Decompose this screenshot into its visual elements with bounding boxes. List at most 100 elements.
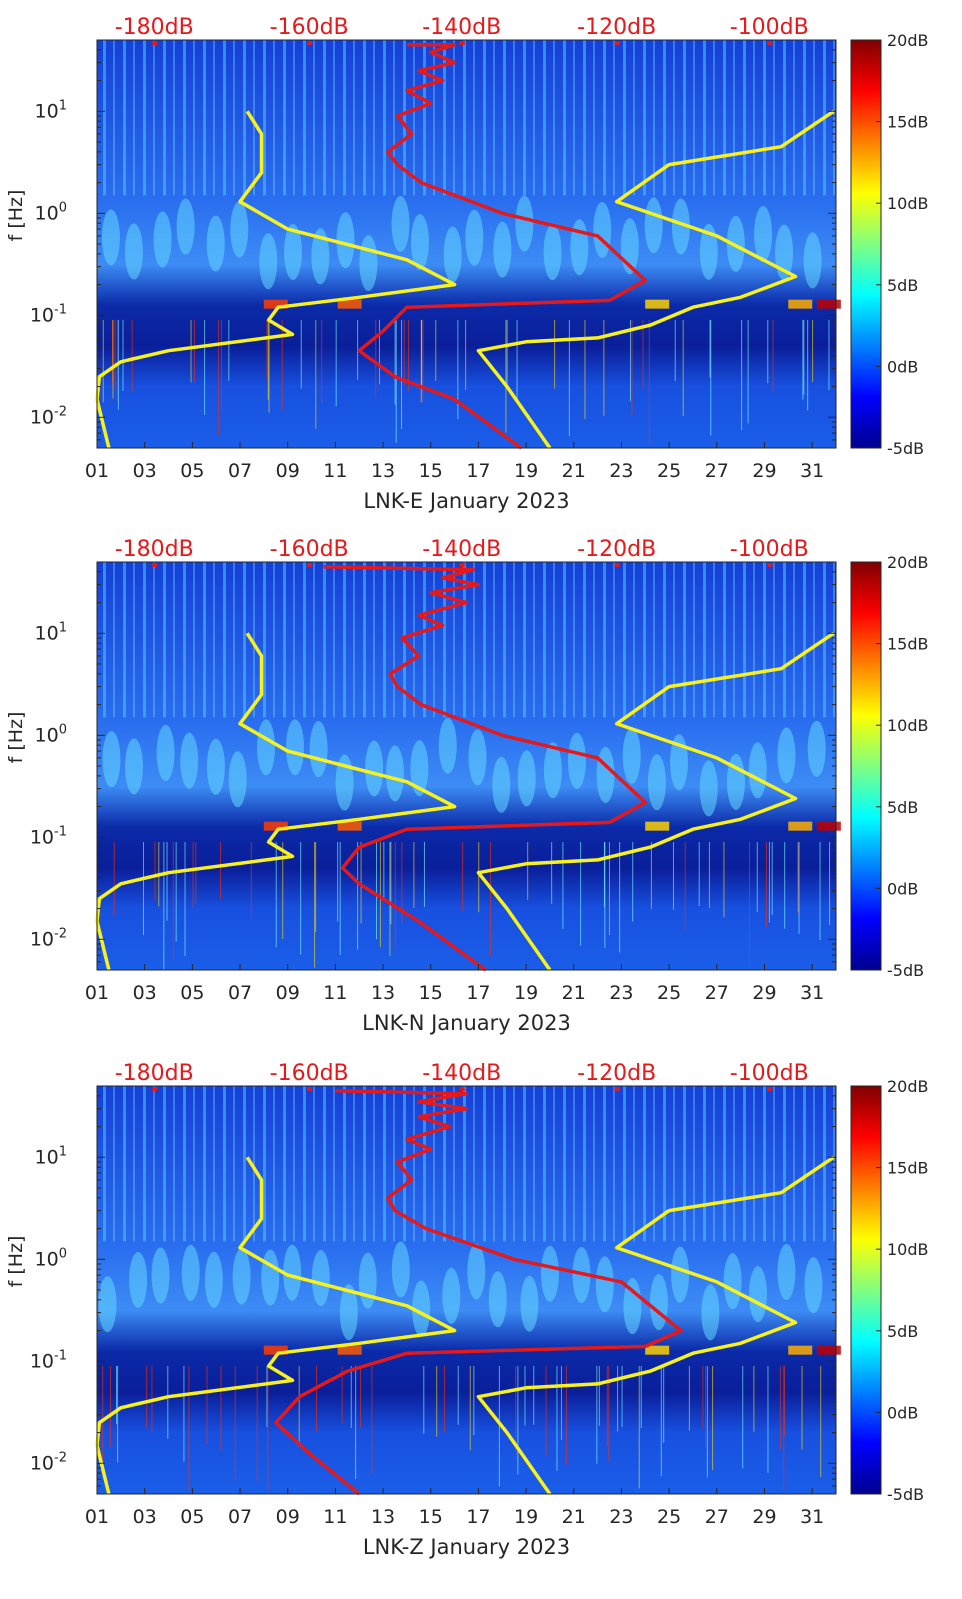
y-axis-title: f [Hz] bbox=[5, 1236, 27, 1288]
y-tick-label: 10-1 bbox=[30, 824, 67, 848]
x-tick-label: 27 bbox=[705, 1506, 729, 1528]
colorbar-label: 15dB bbox=[887, 1159, 929, 1178]
spectrogram-blob bbox=[124, 223, 143, 280]
spectrogram-blob bbox=[644, 197, 663, 254]
spectrogram-blob bbox=[543, 224, 562, 281]
noise-model-high-curve bbox=[476, 631, 835, 972]
x-tick-label: 17 bbox=[466, 982, 490, 1004]
spectrogram-blob bbox=[410, 740, 429, 797]
top-axis-marker bbox=[767, 41, 773, 45]
y-tick-label: 101 bbox=[35, 1144, 67, 1168]
x-axis-title: LNK-N January 2023 bbox=[362, 1011, 571, 1035]
spectrogram-blob bbox=[723, 1253, 742, 1310]
x-tick-label: 29 bbox=[752, 1506, 776, 1528]
spectrogram-blob bbox=[261, 1249, 280, 1306]
spectrogram-hotspot bbox=[263, 299, 288, 309]
y-tick-label: 101 bbox=[35, 620, 67, 644]
y-tick-label: 100 bbox=[35, 1246, 67, 1270]
x-tick-label: 11 bbox=[323, 1506, 347, 1528]
spectrogram-blob bbox=[748, 1266, 767, 1323]
x-tick-label: 13 bbox=[371, 460, 395, 482]
colorbar-label: 15dB bbox=[887, 635, 929, 654]
spectrogram-blob bbox=[359, 235, 378, 292]
top-axis-marker bbox=[767, 1087, 773, 1091]
x-axis: 01 03 05 07 09 11 13 15 17 19 21 23 25 27 29 31 bbox=[85, 1488, 824, 1528]
spectrogram-blob bbox=[98, 1276, 117, 1333]
spectrogram-blob bbox=[593, 201, 612, 258]
colorbar-gradient bbox=[850, 39, 882, 449]
spectrogram-blob bbox=[228, 751, 247, 808]
spectrogram-blob bbox=[365, 740, 384, 797]
spectrogram-hotspots bbox=[263, 1345, 841, 1355]
spectrogram-blob bbox=[803, 232, 822, 289]
x-tick-label: 29 bbox=[752, 982, 776, 1004]
colorbar: 20dB 15dB 10dB 5dB 0dB -5dB bbox=[850, 1077, 929, 1504]
spectrogram-blob bbox=[649, 1274, 668, 1331]
x-axis: 01 03 05 07 09 11 13 15 17 19 21 23 25 27 29 31 bbox=[85, 442, 824, 482]
x-tick-label: 01 bbox=[85, 1506, 109, 1528]
y-tick-exponent: 1 bbox=[59, 1144, 67, 1159]
spectrogram-blob bbox=[101, 209, 120, 266]
spectrogram-blob bbox=[647, 754, 666, 811]
top-axis-label: -160dB bbox=[270, 537, 349, 562]
spectrogram-hotspot bbox=[788, 299, 813, 309]
colorbar-label: 20dB bbox=[887, 31, 929, 50]
spectrogram-blob bbox=[286, 719, 305, 776]
x-tick-label: 17 bbox=[466, 1506, 490, 1528]
spectrogram-hotspots bbox=[263, 821, 841, 831]
spectrogram-blob bbox=[540, 1245, 559, 1302]
spectrogram-blob bbox=[443, 226, 462, 283]
y-tick-exponent: -1 bbox=[54, 824, 67, 839]
x-tick-label: 11 bbox=[323, 982, 347, 1004]
top-axis-marker bbox=[152, 1087, 158, 1091]
spectrogram-hotspot bbox=[645, 299, 670, 309]
spectrogram-blob bbox=[595, 1256, 614, 1313]
spectrogram-blob bbox=[493, 221, 512, 278]
x-tick-label: 13 bbox=[371, 1506, 395, 1528]
spectrogram-blob bbox=[748, 742, 767, 799]
top-axis-label: -140dB bbox=[422, 15, 501, 40]
median-psd-curve bbox=[274, 1088, 683, 1496]
top-axis-marker bbox=[459, 563, 465, 567]
x-tick-label: 23 bbox=[609, 460, 633, 482]
median-psd-curve bbox=[323, 564, 648, 972]
y-axis-title: f [Hz] bbox=[5, 190, 27, 242]
spectrogram-blob bbox=[153, 211, 172, 268]
noise-model-low-curve bbox=[95, 632, 457, 971]
spectrogram-hotspot bbox=[337, 821, 362, 831]
x-tick-label: 15 bbox=[419, 982, 443, 1004]
top-axis-marker bbox=[767, 563, 773, 567]
spectrogram-blob bbox=[204, 1251, 223, 1308]
spectrogram-blob bbox=[777, 727, 796, 784]
median-psd-curve bbox=[357, 42, 648, 450]
spectrogram-hotspot bbox=[645, 1345, 670, 1355]
x-axis-title: LNK-E January 2023 bbox=[363, 489, 569, 513]
top-axis-label: -120dB bbox=[577, 537, 656, 562]
spectrogram-texture bbox=[97, 40, 836, 196]
spectrogram-blob bbox=[804, 1257, 823, 1314]
colorbar-label: 5dB bbox=[887, 276, 918, 295]
spectrogram-blob bbox=[726, 753, 745, 810]
x-tick-label: 07 bbox=[228, 1506, 252, 1528]
spectrogram-hotspots bbox=[263, 299, 841, 309]
spectrogram-blob bbox=[671, 1246, 690, 1303]
spectrogram-blob bbox=[311, 1250, 330, 1307]
y-tick-exponent: -1 bbox=[54, 1348, 67, 1363]
y-tick-exponent: -2 bbox=[54, 926, 67, 941]
y-tick-label: 10-2 bbox=[30, 404, 67, 428]
top-axis-label: -100dB bbox=[730, 537, 809, 562]
spectrogram-hotspot bbox=[816, 1345, 841, 1355]
x-tick-label: 21 bbox=[562, 460, 586, 482]
spectrogram-blob bbox=[492, 756, 511, 813]
x-tick-label: 07 bbox=[228, 460, 252, 482]
colorbar-label: 20dB bbox=[887, 553, 929, 572]
y-tick-exponent: 1 bbox=[59, 98, 67, 113]
spectrogram-texture bbox=[97, 1086, 836, 1242]
spectrogram-blob bbox=[339, 1284, 358, 1341]
spectrogram-blob bbox=[102, 731, 121, 788]
spectrogram-blob bbox=[515, 195, 534, 252]
spectrogram-hotspot bbox=[263, 821, 288, 831]
